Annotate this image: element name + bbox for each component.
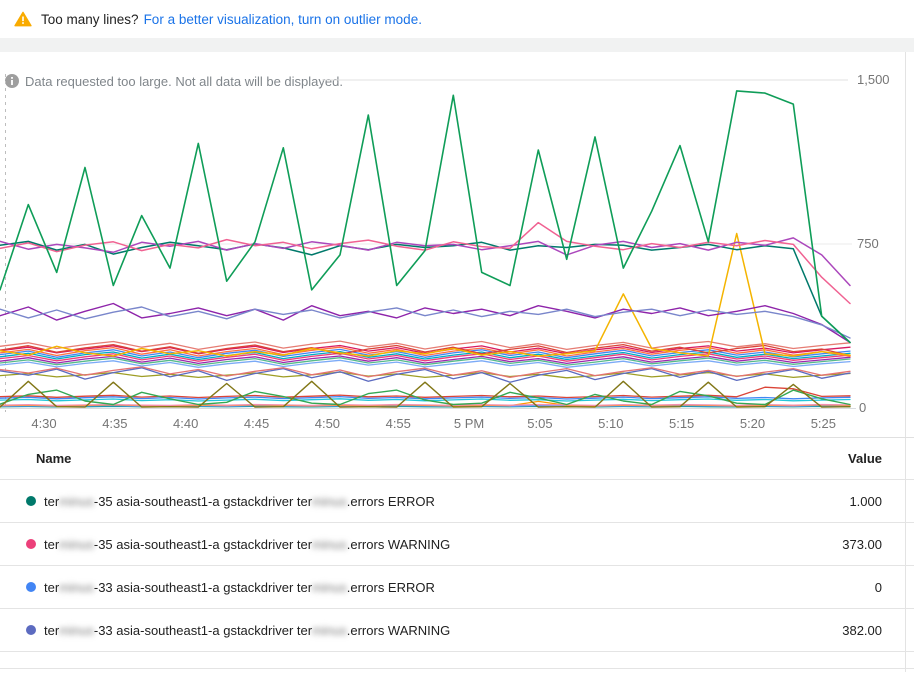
name-text: ter — [44, 493, 60, 509]
name-text: ter — [44, 536, 60, 552]
chart-line-salmon-170 — [0, 366, 851, 379]
chart-lines — [0, 90, 851, 408]
redacted-text: minus — [312, 536, 347, 552]
x-tick-label: 4:30 — [31, 416, 57, 431]
chart-line-green-spiky — [0, 90, 851, 344]
legend-row-value: 0 — [874, 579, 882, 595]
name-text: ter — [44, 622, 60, 638]
legend-row-name: ter minus -33 asia-southeast1-a gstackdriv… — [0, 580, 794, 595]
redacted-text: minus — [59, 536, 94, 552]
y-tick-0: 0 — [859, 400, 867, 415]
x-tick-label: 4:40 — [173, 416, 199, 431]
scroll-rule — [905, 52, 906, 672]
redacted-text: minus — [59, 579, 94, 595]
series-color-dot — [26, 582, 36, 592]
series-color-dot — [26, 539, 36, 549]
legend-row-value: 1.000 — [849, 493, 882, 509]
x-tick-label: 5:05 — [527, 416, 553, 431]
redacted-text: minus — [59, 622, 94, 638]
value-column-header[interactable]: Value — [848, 451, 882, 466]
name-text: .errors WARNING — [346, 536, 451, 552]
chart-line-olive-150 — [0, 371, 851, 379]
name-text: .errors WARNING — [346, 622, 451, 638]
warning-triangle-icon — [14, 11, 32, 27]
y-tick-1500: 1,500 — [857, 72, 890, 87]
legend-header-row: Name Value — [0, 438, 914, 480]
x-tick-label: 5:15 — [668, 416, 695, 431]
chart-line-flat-pink — [0, 403, 851, 407]
x-tick-label: 5:25 — [810, 416, 836, 431]
chart-line-purple-430 — [0, 302, 851, 344]
x-tick-label: 5:20 — [739, 416, 766, 431]
legend-table: Name Value ter minus -35 asia-southeast1-a… — [0, 437, 914, 669]
chart-line-ltblue-200 — [0, 359, 851, 368]
chart-line-cyan-240 — [0, 350, 851, 361]
chart-line-yellow-spike — [0, 232, 851, 357]
y-tick-750: 750 — [857, 236, 879, 251]
chart-line-blue-45 — [0, 395, 851, 400]
name-text: .errors ERROR — [346, 493, 435, 509]
info-icon — [5, 74, 19, 88]
legend-row[interactable]: ter minus -33 asia-southeast1-a gstackdriv… — [0, 566, 914, 609]
legend-table-body: ter minus -35 asia-southeast1-a gstackdriv… — [0, 480, 914, 652]
chart-line-olive-zigzag — [0, 380, 851, 408]
banner-separator — [0, 38, 914, 52]
series-color-dot — [26, 496, 36, 506]
legend-row-name: ter minus -35 asia-southeast1-a gstackdriv… — [0, 537, 794, 552]
chart-line-salmon-290 — [0, 340, 851, 351]
chart-line-slate-430 — [0, 306, 851, 339]
chart-line-pink-750 — [0, 221, 851, 305]
x-tick-label: 4:45 — [243, 416, 270, 431]
legend-row-stub — [0, 652, 914, 669]
chart-line-red-52 — [0, 386, 851, 399]
name-text: .errors ERROR — [346, 579, 435, 595]
redacted-text: minus — [312, 579, 347, 595]
x-tick-label: 5:10 — [598, 416, 624, 431]
name-text: -35 asia-southeast1-a gstackdriver ter — [93, 536, 313, 552]
x-tick-label: 4:55 — [385, 416, 411, 431]
x-tick-label: 4:35 — [102, 416, 128, 431]
redacted-text: minus — [59, 493, 94, 509]
redacted-text: minus — [312, 622, 347, 638]
legend-row[interactable]: ter minus -35 asia-southeast1-a gstackdriv… — [0, 480, 914, 523]
legend-row-value: 382.00 — [842, 622, 882, 638]
timeseries-chart[interactable] — [0, 52, 914, 414]
chart-line-indigo-160 — [0, 367, 851, 383]
outlier-mode-link[interactable]: For a better visualization, turn on outl… — [143, 11, 422, 27]
legend-row[interactable]: ter minus -33 asia-southeast1-a gstackdriv… — [0, 609, 914, 652]
chart-line-orange-260 — [0, 346, 851, 358]
legend-row[interactable]: ter minus -35 asia-southeast1-a gstackdriv… — [0, 523, 914, 566]
series-color-dot — [26, 625, 36, 635]
data-too-large-notice: Data requested too large. Not all data w… — [25, 74, 343, 89]
chart-line-blue-250 — [0, 348, 851, 359]
name-text: ter — [44, 579, 60, 595]
chart-line-purple-750 — [0, 237, 851, 287]
name-text: -35 asia-southeast1-a gstackdriver ter — [93, 493, 313, 509]
redacted-text: minus — [312, 493, 347, 509]
legend-row-name: ter minus -33 asia-southeast1-a gstackdriv… — [0, 623, 794, 638]
x-tick-label: 4:50 — [314, 416, 341, 431]
chart-line-green-210 — [0, 357, 851, 366]
name-text: -33 asia-southeast1-a gstackdriver ter — [93, 579, 313, 595]
x-tick-label: 5 PM — [453, 416, 485, 431]
x-axis-labels: 4:30 4:35 4:40 4:45 4:50 4:55 5 PM 5:05 5:10 5:15… — [0, 416, 914, 434]
chart-line-green-low — [0, 389, 851, 406]
legend-row-name: ter minus -35 asia-southeast1-a gstackdriv… — [0, 494, 794, 509]
too-many-lines-banner: Too many lines? For a better visualizati… — [0, 0, 914, 38]
name-text: -33 asia-southeast1-a gstackdriver ter — [93, 622, 313, 638]
name-column-header[interactable]: Name — [36, 451, 72, 466]
legend-row-value: 373.00 — [842, 536, 882, 552]
banner-text: Too many lines? — [41, 11, 139, 27]
